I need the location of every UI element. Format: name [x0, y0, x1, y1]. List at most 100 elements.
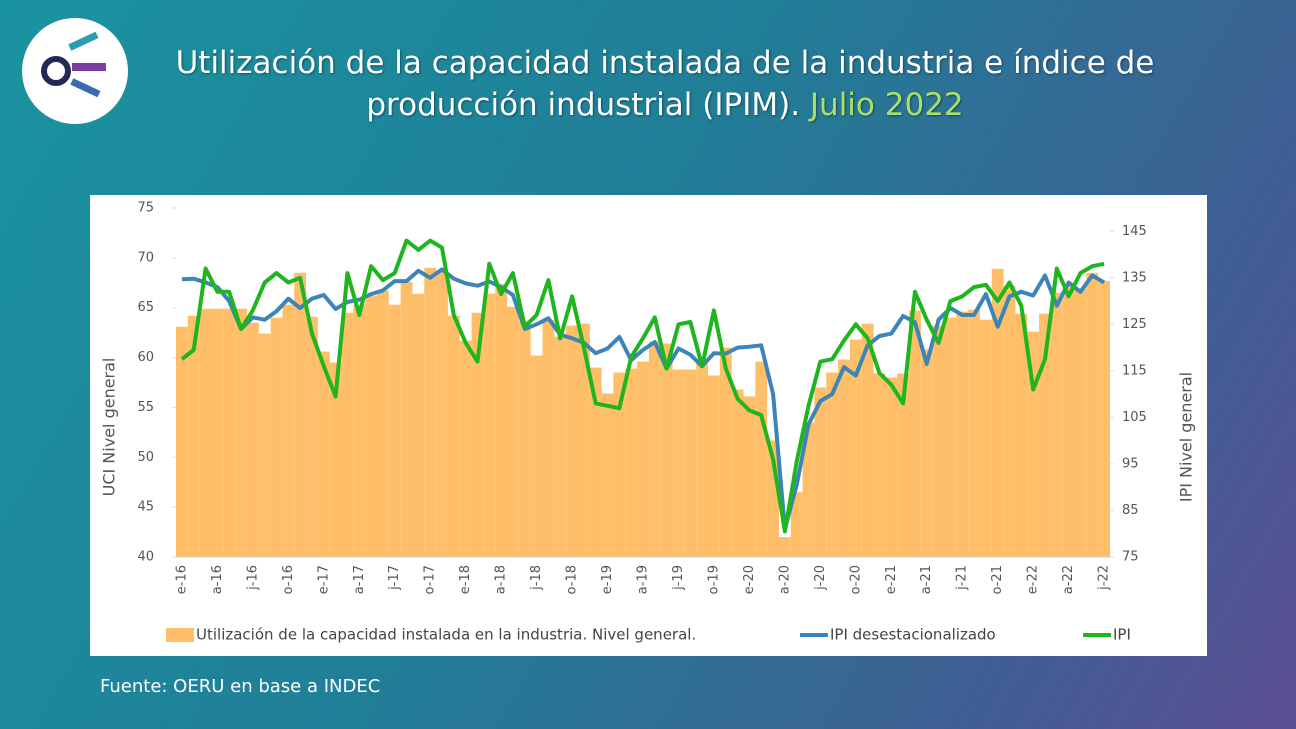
- logo: [22, 18, 128, 124]
- bar: [814, 387, 827, 557]
- x-tick-label: a-20: [777, 565, 792, 594]
- bar: [790, 492, 803, 557]
- bar: [223, 308, 236, 557]
- y-tick-label: 75: [137, 201, 154, 216]
- bar: [885, 377, 898, 557]
- bar: [341, 312, 354, 557]
- bar: [849, 339, 862, 557]
- bar: [897, 373, 910, 557]
- bar: [909, 310, 921, 557]
- x-tick-label: o-16: [281, 565, 296, 594]
- x-tick-label: e-18: [458, 565, 473, 594]
- bar: [719, 347, 732, 557]
- bar: [838, 359, 850, 557]
- x-tick-label: a-18: [494, 565, 509, 594]
- bar: [483, 293, 496, 557]
- bar: [211, 308, 224, 557]
- bar: [329, 362, 342, 557]
- title-text: Utilización de la capacidad instalada de…: [175, 45, 1155, 123]
- y2-tick-label: 75: [1122, 550, 1139, 565]
- bar: [365, 295, 377, 557]
- bar: [400, 281, 413, 557]
- bar: [376, 290, 389, 557]
- y2-tick-label: 105: [1122, 410, 1147, 425]
- line: [180, 238, 1105, 534]
- chart: UCI Nivel general IPI Nivel general 40 45…: [100, 201, 1196, 644]
- x-tick-label: a-16: [210, 565, 225, 594]
- y-tick-label: 40: [137, 550, 154, 565]
- y-tick-label: 55: [137, 400, 154, 415]
- y2-tick-label: 85: [1122, 503, 1139, 518]
- x-tick-label: o-18: [565, 565, 580, 594]
- x-tick-label: j-18: [529, 565, 544, 591]
- bar: [589, 367, 602, 557]
- x-tick-label: e-20: [742, 565, 757, 594]
- bar: [495, 283, 508, 557]
- bar: [991, 268, 1004, 557]
- bar: [507, 306, 519, 557]
- bar: [684, 369, 697, 557]
- bar: [1098, 280, 1110, 557]
- bar: [530, 355, 543, 557]
- legend-label: IPI desestacionalizado: [830, 626, 996, 644]
- bar: [176, 326, 188, 557]
- x-tick-label: o-21: [990, 565, 1005, 594]
- bar: [246, 322, 259, 557]
- bar: [566, 325, 578, 557]
- x-tick-label: e-16: [174, 565, 189, 594]
- bar: [412, 293, 425, 557]
- x-tick-label: e-17: [316, 565, 331, 594]
- x-tick-label: j-16: [245, 565, 260, 591]
- bar: [1086, 272, 1099, 557]
- y-tick-label: 50: [137, 450, 154, 465]
- bar: [1062, 285, 1075, 557]
- bar: [696, 363, 709, 557]
- bar: [388, 304, 401, 557]
- bar: [554, 336, 567, 557]
- y2-tick-label: 135: [1122, 270, 1147, 285]
- bar: [1074, 288, 1087, 557]
- bar: [459, 340, 472, 557]
- bar: [708, 375, 720, 557]
- bar: [294, 272, 307, 557]
- x-tick-label: o-20: [848, 565, 863, 594]
- bar: [731, 389, 744, 557]
- bar: [282, 304, 295, 557]
- y-axis-label: UCI Nivel general: [100, 358, 119, 497]
- bar: [637, 361, 649, 557]
- x-tick-label: e-21: [884, 565, 899, 594]
- x-tick-label: e-22: [1026, 565, 1041, 594]
- y2-tick-label: 145: [1122, 224, 1147, 239]
- bar: [932, 325, 945, 557]
- bar: [270, 317, 283, 557]
- y-tick-label: 65: [137, 300, 154, 315]
- bar: [944, 317, 957, 557]
- x-tick-label: e-19: [600, 565, 615, 594]
- bar: [920, 349, 933, 557]
- x-tick-label: a-21: [919, 565, 934, 594]
- y-tick-label: 60: [137, 350, 154, 365]
- bar: [956, 311, 969, 557]
- y2-tick-label: 115: [1122, 363, 1147, 378]
- bar: [743, 396, 756, 557]
- bar: [542, 319, 555, 557]
- y2-tick-label: 125: [1122, 317, 1147, 332]
- source: Fuente: OERU en base a INDEC: [100, 676, 381, 697]
- x-tick-label: j-21: [955, 565, 970, 591]
- bar: [601, 393, 614, 557]
- y2-tick-label: 95: [1122, 456, 1139, 471]
- bar: [199, 308, 212, 557]
- bar: [778, 537, 791, 557]
- title: Utilización de la capacidad instalada de…: [125, 42, 1205, 126]
- bar: [979, 319, 992, 557]
- bar: [1027, 331, 1040, 557]
- legend-swatch: [166, 628, 194, 642]
- bar: [577, 323, 590, 557]
- bar: [436, 271, 448, 557]
- x-tick-label: j-20: [813, 565, 828, 591]
- bar: [755, 361, 768, 557]
- x-tick-label: a-17: [352, 565, 367, 594]
- bar: [187, 315, 200, 557]
- bar: [1039, 313, 1051, 557]
- bar: [1015, 313, 1028, 557]
